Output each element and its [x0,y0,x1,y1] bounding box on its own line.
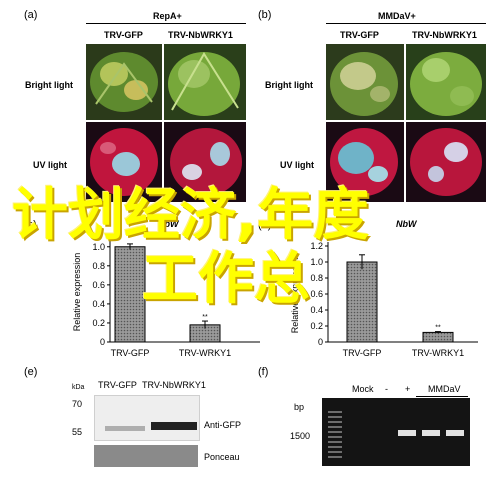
panel-e-lane1: TRV-GFP [98,380,137,390]
panel-c-stray-label: NbW [158,219,179,229]
panel-f-bp: bp [294,402,305,412]
significance-label: ** [435,325,441,332]
blot-band-gfp [105,426,145,431]
panel-f-group-line [416,396,468,397]
leaf-photo-a-wrky1-uv [164,122,246,202]
leaf-photo-b-wrky1-uv [406,122,486,202]
panel-b-col2: TRV-NbWRKY1 [412,30,477,40]
panel-b-group-line [326,23,486,24]
x-category-label: TRV-GFP [343,348,382,358]
leaf-photo-a-gfp-bright [86,44,162,120]
panel-b-letter: (b) [258,9,272,21]
panel-f-lane-plus: + [405,384,411,394]
y-tick-label: 0.8 [92,261,105,271]
y-tick-label: 0.4 [92,299,105,309]
leaf-photo-b-wrky1-bright [406,44,486,120]
y-axis-label: Relative expression [72,253,82,332]
panel-a-row1: Bright light [25,80,73,90]
panel-a-col1: TRV-GFP [104,30,143,40]
gel-ladder [328,408,342,458]
panel-d-letter: (d) [258,219,272,231]
agarose-gel [322,398,470,466]
leaf-photo-b-gfp-uv [326,122,404,202]
panel-a-col2: TRV-NbWRKY1 [168,30,233,40]
leaf-photo-a-gfp-uv [86,122,162,202]
blot-band-wrky1 [151,422,197,430]
panel-a-letter: (a) [24,9,38,21]
y-tick-label: 0.6 [310,289,323,299]
x-category-label: TRV-WRKY1 [179,348,231,358]
panel-f-group: MMDaV [428,384,461,394]
y-tick-label: 0.6 [92,280,105,290]
y-tick-label: 0.2 [92,318,105,328]
y-axis-label: Relative expression [290,255,300,334]
bar-chart-c: 0 0.2 0.4 0.6 0.8 1.0 Relative expression TRV-G… [72,238,260,358]
panel-a-row2: UV light [33,160,67,170]
significance-label: ** [202,314,208,321]
panel-a-group-line [86,23,246,24]
panel-f-lane-mock: Mock [352,384,374,394]
panel-f-letter: (f) [258,366,269,378]
gel-band-3 [446,430,464,436]
gel-band-2 [422,430,440,436]
panel-b-group-label: MMDaV+ [378,11,416,21]
gel-band-1 [398,430,416,436]
y-tick-label: 1.0 [310,257,323,267]
panel-e-letter: (e) [24,366,38,378]
panel-b-row1: Bright light [265,80,313,90]
y-tick-label: 0 [318,337,323,347]
bar [422,331,454,343]
y-tick-label: 0.8 [310,273,323,283]
panel-b-row2: UV light [280,160,314,170]
y-tick-label: 0.2 [310,321,323,331]
leaf-photo-a-wrky1-bright [164,44,246,120]
bar [346,261,378,343]
y-tick-label: 1.2 [310,241,323,251]
y-tick-label: 1.0 [92,242,105,252]
panel-e-blot2-label: Ponceau [204,452,240,462]
panel-e-mw-70: 70 [72,399,83,409]
y-tick-label: 0.4 [310,305,323,315]
panel-d-stray-label: NbW [396,219,417,229]
panel-e-lane2: TRV-NbWRKY1 [142,380,206,390]
panel-e-mw-55: 55 [72,427,83,437]
y-tick-label: 0 [100,337,105,347]
panel-e-kda: kDa [72,384,85,391]
western-blot-ponceau [94,445,198,467]
panel-e-blot1-label: Anti-GFP [204,420,242,430]
panel-f-lane-minus: - [385,384,388,394]
panel-f-mw-1500: 1500 [290,431,311,441]
leaf-photo-b-gfp-bright [326,44,404,120]
western-blot-anti-gfp [94,395,200,441]
bar-chart-d: 0 0.2 0.4 0.6 0.8 1.0 1.2 Relative expression TR… [290,241,478,358]
bar [114,246,146,343]
x-category-label: TRV-GFP [111,348,150,358]
panel-b-col1: TRV-GFP [340,30,379,40]
x-category-label: TRV-WRKY1 [412,348,464,358]
panel-c-letter: (c) [24,219,37,231]
panel-a-group-label: RepA+ [153,11,182,21]
